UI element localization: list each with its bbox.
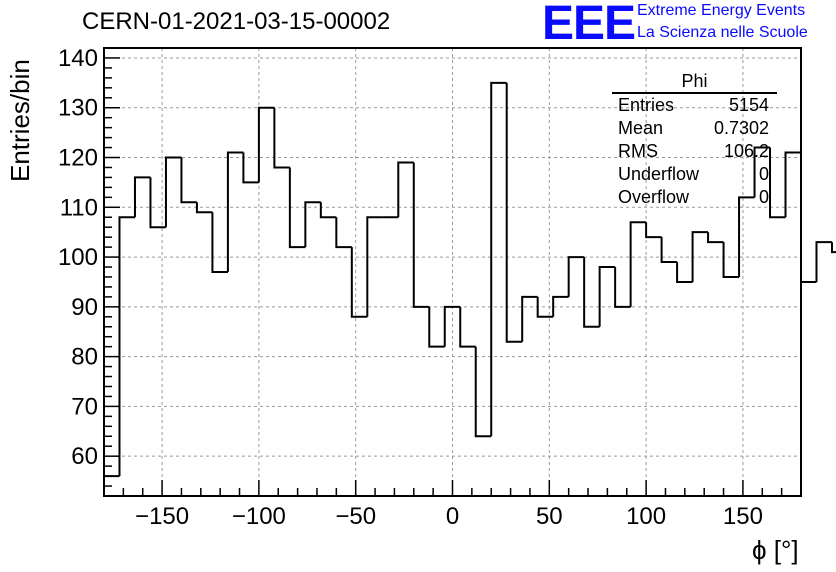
histogram-bin — [552, 295, 569, 317]
x-tick-label: −50 — [335, 503, 376, 530]
x-tick-label: 100 — [626, 503, 666, 530]
stats-row-entries: Entries 5154 — [612, 94, 777, 117]
chart-title: CERN-01-2021-03-15-00002 — [82, 8, 391, 35]
histogram-bin — [335, 217, 352, 249]
y-tick-label: 110 — [60, 194, 98, 221]
histogram-bin — [211, 212, 228, 273]
y-tick-label: 140 — [58, 45, 98, 72]
histogram-bin — [474, 346, 492, 438]
histogram-bin — [645, 222, 662, 239]
grid-lines — [104, 48, 801, 496]
stats-row-mean: Mean 0.7302 — [612, 117, 777, 140]
stat-name: Underflow — [618, 164, 700, 184]
histogram-bin — [769, 147, 786, 219]
stats-title: Phi — [612, 70, 777, 94]
project-name: Extreme Energy Events — [637, 2, 806, 19]
histogram-bin — [397, 161, 414, 218]
y-tick-label: 130 — [58, 95, 98, 122]
y-axis-label: Entries/bin — [5, 59, 35, 182]
x-tick-label: 150 — [723, 503, 763, 530]
stat-value: 106.2 — [723, 141, 769, 161]
stat-value: 0 — [758, 187, 769, 207]
y-tick-label: 90 — [71, 294, 98, 321]
histogram-bin — [815, 241, 832, 282]
histogram-bin — [350, 247, 368, 318]
histogram-bin — [319, 202, 337, 219]
histogram-bin — [242, 152, 259, 184]
histogram-bin — [722, 242, 740, 278]
histogram-bin — [614, 267, 631, 308]
x-tick-label: 0 — [446, 503, 459, 530]
histogram-bin — [304, 201, 321, 248]
stat-value: 0.7302 — [713, 118, 769, 138]
histogram-bin — [536, 296, 554, 318]
histogram-bin — [257, 106, 275, 183]
histogram-bin — [583, 257, 600, 328]
y-tick-label: 100 — [58, 244, 98, 271]
y-tick-label: 60 — [71, 443, 98, 470]
histogram-bin — [505, 82, 523, 343]
x-tick-label: −150 — [135, 503, 189, 530]
histogram-bin — [660, 237, 678, 264]
stats-row-underflow: Underflow 0 — [612, 163, 777, 186]
stat-name: Mean — [618, 118, 664, 138]
stat-value: 5154 — [728, 95, 769, 115]
stat-name: Overflow — [618, 187, 690, 207]
histogram-bin — [521, 295, 538, 342]
histogram-bin — [753, 146, 771, 198]
axis-ticks — [104, 47, 783, 496]
y-tick-label: 120 — [58, 145, 98, 172]
histogram-bars — [103, 81, 836, 496]
y-tick-label: 80 — [71, 344, 98, 371]
histogram-bin — [598, 266, 616, 327]
project-subtitle: La Scienza nelle Scuole — [637, 24, 808, 41]
histogram-bin — [428, 306, 445, 348]
histogram-bin — [164, 156, 182, 228]
histogram-bin — [629, 221, 647, 307]
histogram-bin — [133, 176, 151, 218]
stat-name: RMS — [618, 141, 658, 161]
histogram-bin — [459, 306, 476, 348]
stats-row-overflow: Overflow 0 — [612, 186, 777, 209]
histogram-bin — [118, 216, 135, 477]
histogram-bin — [195, 202, 213, 214]
histogram-bin — [149, 177, 166, 229]
histogram-bin — [366, 216, 383, 317]
histogram-bin — [490, 81, 507, 437]
histogram-bin — [567, 256, 585, 297]
histogram-bin — [830, 242, 836, 254]
x-tick-label: −100 — [232, 503, 286, 530]
x-axis-label: ϕ [°] — [752, 535, 799, 565]
histogram-bin — [412, 162, 430, 308]
x-tick-label: 50 — [536, 503, 563, 530]
y-tick-label: 70 — [71, 393, 98, 420]
histogram-bin — [738, 196, 755, 277]
histogram-bin — [273, 107, 290, 169]
stat-value: 0 — [758, 164, 769, 184]
eee-logo: EEE — [542, 0, 636, 50]
stat-name: Entries — [618, 95, 675, 115]
histogram-bin — [691, 231, 709, 282]
histogram-bin — [443, 305, 461, 347]
histogram-bin — [288, 167, 306, 249]
histogram-bin — [784, 151, 801, 218]
stats-box: Phi Entries 5154 Mean 0.7302 RMS 106.2 U… — [612, 70, 777, 209]
histogram-bin — [180, 157, 197, 204]
histogram-bin — [800, 152, 817, 283]
histogram-bin — [707, 232, 724, 244]
tick-labels: −150 −100 −50 0 50 100 150 60 70 80 90 100 110 120 130… — [58, 45, 763, 530]
histogram-bin — [226, 151, 244, 272]
stats-row-rms: RMS 106.2 — [612, 140, 777, 163]
histogram-bin — [103, 475, 120, 496]
histogram-bin — [676, 262, 693, 283]
